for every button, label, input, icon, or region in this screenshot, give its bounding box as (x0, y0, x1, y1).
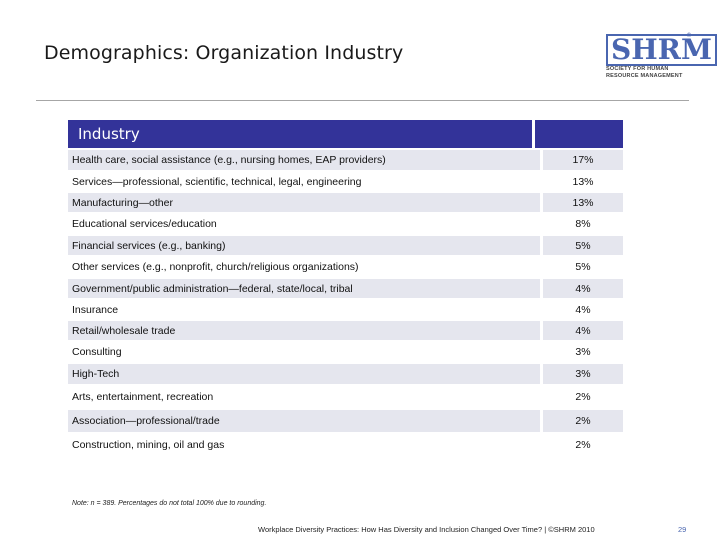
industry-table: Industry Health care, social assistance … (68, 120, 623, 458)
industry-label: Manufacturing—other (68, 193, 540, 212)
footer-text: Workplace Diversity Practices: How Has D… (258, 525, 595, 534)
table-row: Educational services/education 8% (68, 214, 623, 234)
industry-percent: 5% (543, 236, 623, 255)
industry-label: Retail/wholesale trade (68, 321, 540, 340)
industry-percent: 2% (543, 434, 623, 456)
industry-percent: 3% (543, 342, 623, 362)
registered-mark: ® (686, 32, 692, 39)
industry-label: Association—professional/trade (68, 410, 540, 432)
industry-label: Financial services (e.g., banking) (68, 236, 540, 255)
industry-percent: 3% (543, 364, 623, 384)
table-row: Financial services (e.g., banking) 5% (68, 236, 623, 255)
industry-percent: 5% (543, 257, 623, 277)
industry-percent: 13% (543, 172, 623, 191)
industry-percent: 4% (543, 279, 623, 298)
table-row: Construction, mining, oil and gas 2% (68, 434, 623, 456)
industry-label: Consulting (68, 342, 540, 362)
table-note: Note: n = 389. Percentages do not total … (72, 500, 267, 507)
table-row: Health care, social assistance (e.g., nu… (68, 150, 623, 170)
industry-label: Government/public administration—federal… (68, 279, 540, 298)
table-row: Consulting 3% (68, 342, 623, 362)
table-row: Government/public administration—federal… (68, 279, 623, 298)
shrm-logo: SHRM ® SOCIETY FOR HUMAN RESOURCE MANAGE… (606, 32, 717, 84)
logo-mark: SHRM (606, 34, 717, 66)
industry-percent: 13% (543, 193, 623, 212)
industry-percent: 2% (543, 410, 623, 432)
table-row: High-Tech 3% (68, 364, 623, 384)
table-row: Services—professional, scientific, techn… (68, 172, 623, 191)
table-row: Association—professional/trade 2% (68, 410, 623, 432)
logo-subtitle-line1: SOCIETY FOR HUMAN (606, 66, 669, 72)
industry-label: Arts, entertainment, recreation (68, 386, 540, 408)
industry-label: Other services (e.g., nonprofit, church/… (68, 257, 540, 277)
page-title: Demographics: Organization Industry (44, 42, 404, 64)
industry-percent: 4% (543, 321, 623, 340)
title-divider (36, 100, 689, 101)
table-row: Arts, entertainment, recreation 2% (68, 386, 623, 408)
industry-percent: 17% (543, 150, 623, 170)
logo-mark-text: SHRM (606, 34, 717, 66)
table-row: Retail/wholesale trade 4% (68, 321, 623, 340)
table-header-label: Industry (68, 120, 532, 148)
industry-label: High-Tech (68, 364, 540, 384)
industry-label: Construction, mining, oil and gas (68, 434, 540, 456)
industry-label: Educational services/education (68, 214, 540, 234)
table-row: Other services (e.g., nonprofit, church/… (68, 257, 623, 277)
industry-label: Insurance (68, 300, 540, 319)
industry-percent: 4% (543, 300, 623, 319)
table-header-row: Industry (68, 120, 623, 148)
industry-percent: 2% (543, 386, 623, 408)
table-row: Manufacturing—other 13% (68, 193, 623, 212)
industry-label: Health care, social assistance (e.g., nu… (68, 150, 540, 170)
table-header-value (534, 120, 623, 148)
table-row: Insurance 4% (68, 300, 623, 319)
logo-subtitle-line2: RESOURCE MANAGEMENT (606, 72, 683, 79)
page-number: 29 (678, 525, 687, 534)
industry-percent: 8% (543, 214, 623, 234)
table-body: Health care, social assistance (e.g., nu… (68, 150, 623, 456)
industry-label: Services—professional, scientific, techn… (68, 172, 540, 191)
